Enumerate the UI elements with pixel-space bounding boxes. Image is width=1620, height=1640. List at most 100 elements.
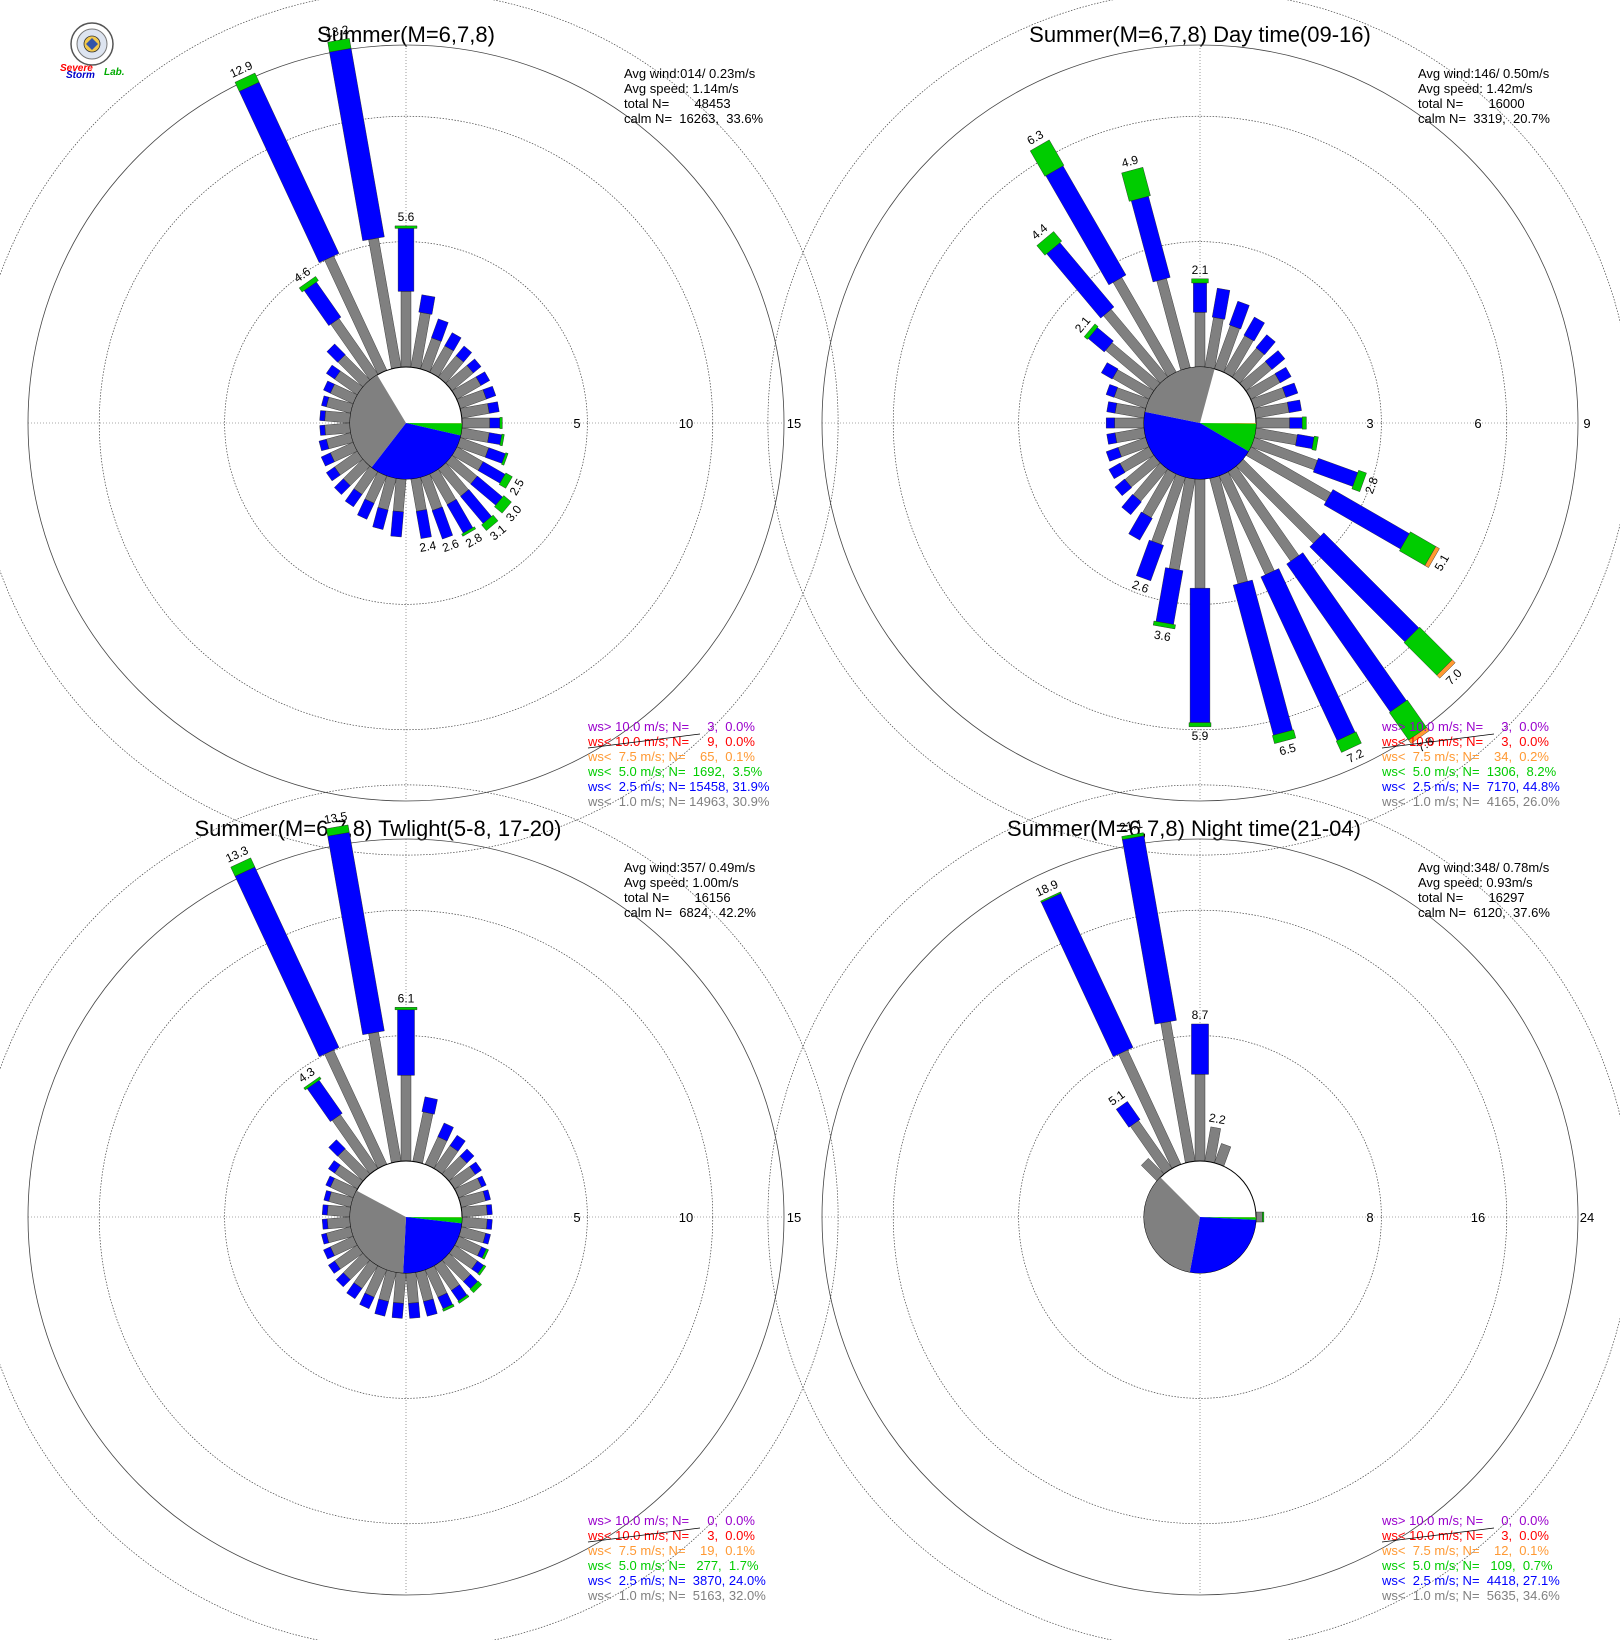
- legend-ws-lt-1: ws< 1.0 m/s; N= 4165, 26.0%: [1381, 794, 1560, 809]
- petal-group: [1040, 832, 1265, 1223]
- bar-value-label: 2.2: [1208, 1111, 1227, 1128]
- petal-segment: [326, 824, 350, 837]
- petal-segment: [1191, 278, 1209, 284]
- petal-segment: [486, 1204, 493, 1216]
- legend-ws-lt-2-5: ws< 2.5 m/s; N= 7170, 44.8%: [1381, 779, 1560, 794]
- legend-ws-lt-10: ws< 10.0 m/s; N= 3, 0.0%: [1381, 734, 1549, 749]
- petal-group: [234, 38, 513, 540]
- petal-segment: [481, 1248, 489, 1260]
- petal-segment: [1041, 893, 1134, 1057]
- petal-segment: [1106, 401, 1118, 414]
- petal-segment: [1036, 231, 1063, 256]
- bar-value-label: 2.8: [1362, 475, 1381, 496]
- legend-ws-gt-10: ws> 10.0 m/s; N= 0, 0.0%: [587, 1513, 755, 1528]
- petal-segment: [397, 228, 415, 292]
- legend: ws> 10.0 m/s; N= 3, 0.0% ws< 10.0 m/s; N…: [1381, 719, 1560, 809]
- bar-value-label: 8.7: [1192, 1008, 1209, 1022]
- calm-slice: [1145, 366, 1215, 423]
- petal-segment: [459, 1148, 475, 1164]
- ring-label: 15: [787, 1210, 801, 1225]
- petal-segment: [357, 498, 375, 520]
- petal-segment: [1105, 384, 1118, 398]
- petal-segment: [1424, 546, 1440, 568]
- petal-segment: [1152, 620, 1176, 630]
- petal-segment: [498, 472, 513, 489]
- ring-label: 8: [1366, 1210, 1373, 1225]
- petal-segment: [326, 466, 341, 482]
- petal-segment: [431, 318, 449, 342]
- legend-strike-line: [1381, 1527, 1495, 1543]
- bar-value-label: 7.2: [1345, 746, 1366, 766]
- petal-segment: [326, 1204, 351, 1218]
- petal-segment: [1188, 722, 1212, 727]
- petal-segment: [400, 1075, 412, 1162]
- legend-ws-lt-10: ws< 10.0 m/s; N= 9, 0.0%: [587, 734, 755, 749]
- legend-ws-gt-10: ws> 10.0 m/s; N= 0, 0.0%: [1381, 1513, 1549, 1528]
- petal-segment: [482, 1232, 491, 1245]
- bar-value-label: 2.6: [440, 536, 461, 555]
- petal-segment: [335, 1272, 351, 1288]
- petal-segment: [394, 1007, 418, 1010]
- legend-ws-lt-2-5: ws< 2.5 m/s; N= 15458, 31.9%: [587, 779, 770, 794]
- avg-speed-text: Avg speed: 1.14m/s: [624, 81, 739, 96]
- petal-segment: [319, 424, 326, 436]
- petal-segment: [486, 1218, 493, 1230]
- petal-segment: [1289, 417, 1303, 429]
- legend-ws-lt-7-5: ws< 7.5 m/s; N= 12, 0.1%: [1381, 1543, 1549, 1558]
- bar-value-label: 13.2: [324, 22, 350, 40]
- petal-segment: [477, 1175, 487, 1188]
- petal-segment: [487, 401, 500, 414]
- range-rings: [0, 0, 839, 856]
- bar-value-label: 5.6: [398, 210, 415, 224]
- calm-slice: [350, 374, 406, 468]
- avg-wind-text: Avg wind:014/ 0.23m/s: [624, 66, 756, 81]
- petal-segment: [1255, 334, 1276, 356]
- petal-segment: [1274, 366, 1292, 384]
- calm-pie: [349, 1160, 463, 1274]
- calm-slice: [1200, 423, 1256, 424]
- petal-segment: [1301, 416, 1307, 430]
- petal-segment: [1255, 417, 1290, 429]
- petal-segment: [324, 410, 351, 424]
- avg-wind-text: Avg wind:146/ 0.50m/s: [1418, 66, 1550, 81]
- petal-segment: [321, 395, 330, 408]
- petal-segment: [405, 1272, 419, 1304]
- petal-segment: [499, 417, 503, 429]
- chart-title: Summer(M=6,7,8) Day time(09-16): [1029, 22, 1371, 47]
- chart-title: Summer(M=6,7,8) Twlight(5-8, 17-20): [194, 816, 561, 841]
- windrose-panel-nighttime: Summer(M=6,7,8) Night time(21-04) 8 16 2…: [767, 784, 1620, 1640]
- petal-segment: [390, 510, 404, 538]
- logo-severe-text: Severe: [60, 63, 93, 74]
- petal-segment: [421, 1096, 438, 1115]
- chart-title: Summer(M=6,7,8) Night time(21-04): [1007, 816, 1361, 841]
- lab-logo: Severe Storm Lab.: [60, 22, 125, 81]
- petal-segment: [1323, 489, 1410, 550]
- petal-segment: [326, 343, 346, 363]
- bar-value-label: 2.4: [418, 538, 437, 555]
- petal-segment: [320, 452, 335, 467]
- legend-ws-gt-10: ws> 10.0 m/s; N= 3, 0.0%: [1381, 719, 1549, 734]
- legend-ws-lt-7-5: ws< 7.5 m/s; N= 65, 0.1%: [587, 749, 755, 764]
- calm-pie: [1143, 1160, 1257, 1274]
- petal-segment: [327, 832, 385, 1035]
- petal-segment: [1131, 195, 1171, 283]
- ring-label: 3: [1366, 416, 1373, 431]
- petal-segment: [1228, 300, 1250, 330]
- ring-label: 9: [1583, 416, 1590, 431]
- legend-ws-lt-5: ws< 5.0 m/s; N= 277, 1.7%: [587, 1558, 759, 1573]
- legend-ws-lt-5: ws< 5.0 m/s; N= 109, 0.7%: [1381, 1558, 1553, 1573]
- bar-value-label: 3.6: [1153, 628, 1172, 645]
- petal-segment: [485, 447, 506, 464]
- bar-value-label: 13.5: [323, 809, 349, 827]
- petal-segment: [334, 478, 351, 495]
- petal-segment: [321, 1204, 329, 1216]
- petal-segment: [1272, 729, 1297, 744]
- petal-segment: [1114, 417, 1145, 429]
- range-ring: [1018, 1035, 1382, 1399]
- petal-segment: [1194, 1074, 1206, 1162]
- calm-slice: [1144, 1177, 1200, 1273]
- petal-segment: [487, 432, 502, 445]
- bar-value-label: 2.6: [1130, 577, 1151, 596]
- total-n-text: total N= 16000: [1418, 96, 1525, 111]
- legend-ws-lt-7-5: ws< 7.5 m/s; N= 19, 0.1%: [587, 1543, 755, 1558]
